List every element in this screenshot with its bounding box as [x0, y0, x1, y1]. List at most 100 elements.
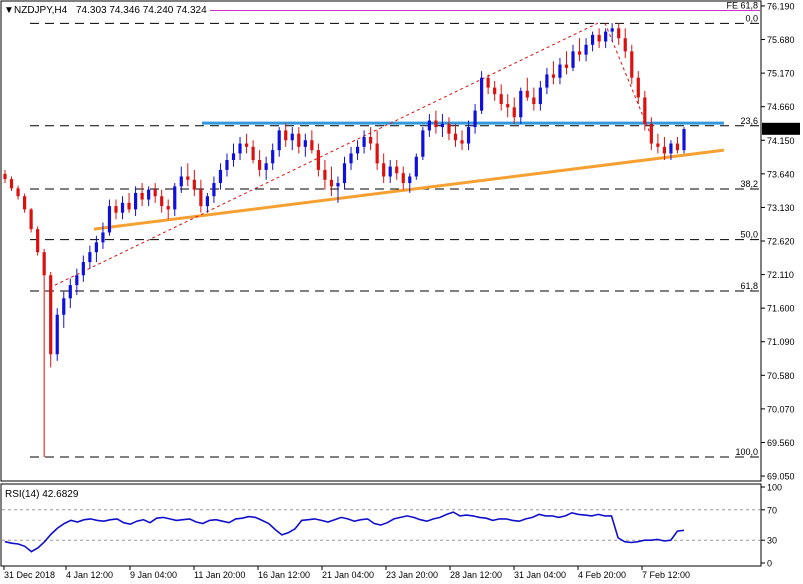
candle: [512, 97, 516, 124]
candle: [127, 192, 131, 213]
candle: [355, 140, 360, 161]
candle: [558, 57, 562, 85]
candle: [682, 127, 686, 154]
candle: [630, 44, 634, 85]
candle: [460, 130, 464, 151]
candle: [617, 23, 621, 45]
candle: [251, 140, 255, 164]
candle: [231, 143, 236, 167]
price-tick-label: 70.580: [767, 371, 795, 381]
candle: [649, 117, 653, 151]
ohlc-label: 74.303 74.346 74.240 74.324: [76, 5, 207, 16]
time-tick-label: 23 Jan 20:00: [386, 570, 438, 580]
candle: [447, 117, 451, 141]
fe-level-label: FE 61,8: [726, 1, 758, 11]
price-tick-label: 71.600: [767, 304, 795, 314]
candle: [310, 130, 314, 154]
candle: [303, 133, 307, 157]
price-tick-label: 75.170: [767, 69, 795, 79]
rsi-line: [4, 511, 685, 553]
time-tick-label: 4 Feb 20:00: [578, 570, 626, 580]
price-tick-label: 69.050: [767, 472, 795, 482]
candle: [205, 192, 209, 213]
price-tick-label: 75.680: [767, 35, 795, 45]
time-tick-label: 9 Jan 04:00: [130, 570, 177, 580]
candle: [316, 143, 320, 177]
time-tick-label: 11 Jan 20:00: [194, 570, 245, 580]
candle: [329, 166, 334, 197]
candle: [395, 160, 399, 180]
candle: [42, 248, 46, 457]
candle: [590, 31, 595, 52]
candle: [192, 169, 196, 197]
candle: [564, 51, 569, 75]
candle: [323, 160, 327, 190]
price-tick-label: 76.190: [767, 1, 795, 11]
candle: [382, 153, 386, 184]
candle: [9, 176, 14, 191]
candle: [55, 308, 59, 361]
candle: [153, 183, 157, 203]
time-tick-label: 16 Jan 12:00: [258, 570, 310, 580]
candle: [16, 185, 20, 200]
price-tick-label: 74.660: [767, 102, 795, 112]
fib-level-label: 61,8: [740, 281, 758, 291]
candle: [604, 28, 608, 49]
candle: [623, 28, 627, 58]
candle: [643, 90, 647, 131]
candle: [342, 156, 347, 190]
fib-level-label: 38,2: [740, 179, 758, 189]
time-axis: 31 Dec 2018 4 Jan 12:00 9 Jan 04:00 11 Jan …: [3, 566, 690, 580]
price-tick-label: 69.560: [767, 438, 795, 448]
candle: [571, 44, 575, 72]
candle: [244, 133, 249, 154]
fib-levels: 0,0 23,6 38,2 50,0 61,8 100,0 FE 61,8: [30, 1, 760, 458]
candle: [258, 150, 262, 177]
indicator-arrow-icon: ▼: [4, 5, 14, 16]
symbol-label: NZDJPY,H4: [14, 5, 68, 16]
rsi-panel: 100 70 30 0: [2, 483, 782, 569]
candle: [264, 156, 268, 180]
candle: [284, 123, 288, 147]
candle: [29, 208, 33, 233]
candle: [173, 183, 177, 216]
current-price-label: 74.324: [765, 124, 796, 135]
candle: [140, 183, 144, 207]
time-tick-label: 31 Dec 2018: [4, 570, 55, 580]
candle: [277, 127, 281, 157]
time-tick-label: 4 Jan 12:00: [66, 570, 113, 580]
time-tick-label: 28 Jan 12:00: [450, 570, 502, 580]
candle: [147, 186, 151, 207]
candle: [636, 71, 640, 105]
time-tick-label: 7 Feb 12:00: [642, 570, 690, 580]
candle: [88, 245, 92, 269]
candle: [68, 278, 72, 309]
fib-level-label: 23,6: [740, 116, 758, 126]
candle: [453, 123, 458, 147]
candle: [212, 176, 216, 203]
candle: [199, 179, 203, 213]
candle: [434, 110, 438, 134]
price-tick-label: 72.110: [767, 270, 794, 280]
rsi-level-label: 70: [767, 505, 777, 515]
candle: [120, 196, 125, 220]
current-price-marker: 74.324: [762, 122, 800, 135]
price-tick-label: 70.070: [767, 404, 795, 414]
candle: [466, 120, 471, 151]
rsi-title: RSI(14) 42.6829: [5, 489, 79, 500]
candle: [238, 136, 242, 161]
candle: [480, 71, 484, 114]
candle: [669, 140, 673, 161]
candle: [101, 222, 105, 249]
time-tick-label: 31 Jan 04:00: [514, 570, 566, 580]
candle: [532, 87, 536, 111]
main-chart-frame: [0, 0, 762, 482]
candle: [506, 94, 510, 118]
fib-level-label: 50,0: [740, 230, 758, 240]
candle: [551, 61, 556, 85]
candle: [538, 81, 542, 111]
candle: [62, 291, 66, 328]
candle: [179, 166, 183, 193]
candle: [107, 199, 112, 236]
